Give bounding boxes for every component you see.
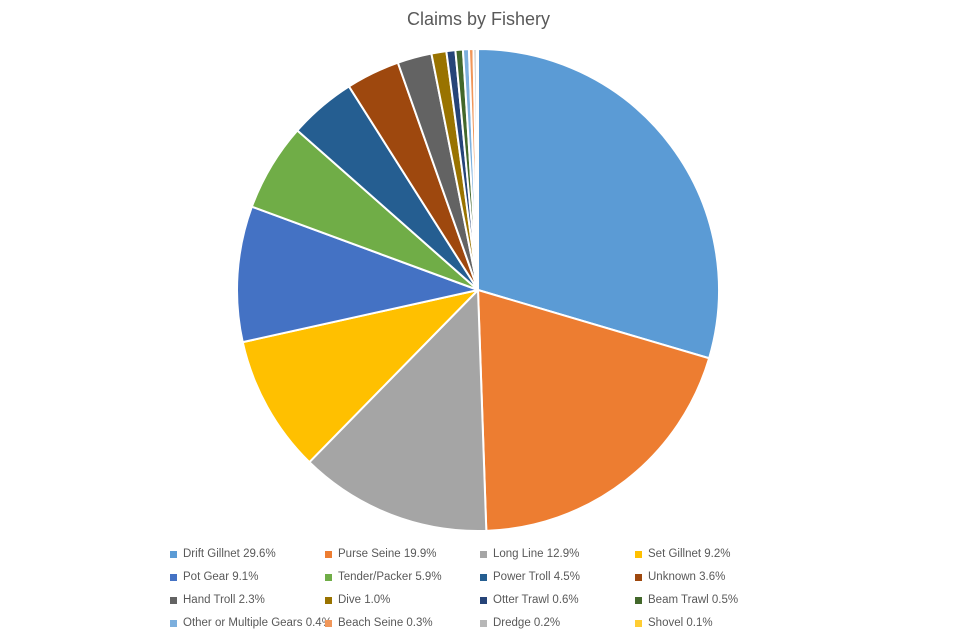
legend-swatch	[480, 596, 487, 604]
legend-item-7: Unknown 3.6%	[635, 569, 790, 585]
legend-swatch	[480, 619, 487, 627]
legend-item-5: Tender/Packer 5.9%	[325, 569, 480, 585]
legend-item-13: Beach Seine 0.3%	[325, 615, 480, 631]
legend-swatch	[325, 550, 332, 558]
legend-label: Power Troll 4.5%	[493, 571, 580, 583]
legend-item-14: Dredge 0.2%	[480, 615, 635, 631]
pie-slice-0	[477, 48, 720, 360]
legend-label: Purse Seine 19.9%	[338, 548, 437, 560]
legend-item-15: Shovel 0.1%	[635, 615, 790, 631]
pie-slice-2	[308, 289, 488, 532]
legend-swatch	[170, 550, 177, 558]
pie-slice-4	[236, 205, 479, 344]
legend-swatch	[635, 573, 642, 581]
legend-label: Unknown 3.6%	[648, 571, 726, 583]
legend-item-2: Long Line 12.9%	[480, 546, 635, 562]
legend: Drift Gillnet 29.6% Purse Seine 19.9% Long…	[170, 546, 810, 631]
legend-swatch	[170, 619, 177, 627]
legend-label: Dredge 0.2%	[493, 617, 561, 629]
legend-label: Drift Gillnet 29.6%	[183, 548, 276, 560]
pie-slice-15	[475, 47, 479, 291]
pie-chart	[236, 47, 720, 532]
legend-label: Long Line 12.9%	[493, 548, 580, 560]
legend-item-11: Beam Trawl 0.5%	[635, 592, 790, 608]
legend-label: Beach Seine 0.3%	[338, 617, 433, 629]
legend-item-12: Other or Multiple Gears 0.4%	[170, 615, 332, 631]
legend-item-0: Drift Gillnet 29.6%	[170, 546, 325, 562]
legend-swatch	[325, 619, 332, 627]
legend-swatch	[170, 573, 177, 581]
legend-label: Pot Gear 9.1%	[183, 571, 259, 583]
legend-item-6: Power Troll 4.5%	[480, 569, 635, 585]
chart-title: Claims by Fishery	[406, 9, 551, 29]
legend-label: Otter Trawl 0.6%	[493, 594, 579, 606]
legend-item-3: Set Gillnet 9.2%	[635, 546, 790, 562]
legend-item-9: Dive 1.0%	[325, 592, 480, 608]
legend-item-1: Purse Seine 19.9%	[325, 546, 480, 562]
legend-label: Hand Troll 2.3%	[183, 594, 265, 606]
pie-slice-3	[241, 289, 479, 464]
legend-swatch	[635, 550, 642, 558]
legend-item-8: Hand Troll 2.3%	[170, 592, 325, 608]
legend-swatch	[480, 550, 487, 558]
legend-label: Beam Trawl 0.5%	[648, 594, 739, 606]
legend-label: Shovel 0.1%	[648, 617, 713, 629]
legend-swatch	[635, 619, 642, 627]
legend-item-4: Pot Gear 9.1%	[170, 569, 325, 585]
legend-swatch	[480, 573, 487, 581]
legend-label: Set Gillnet 9.2%	[648, 548, 731, 560]
legend-swatch	[170, 596, 177, 604]
legend-label: Tender/Packer 5.9%	[338, 571, 442, 583]
pie-slice-1	[477, 289, 711, 532]
legend-swatch	[635, 596, 642, 604]
legend-label: Dive 1.0%	[338, 594, 391, 606]
legend-swatch	[325, 573, 332, 581]
legend-swatch	[325, 596, 332, 604]
legend-item-10: Otter Trawl 0.6%	[480, 592, 635, 608]
legend-label: Other or Multiple Gears 0.4%	[183, 617, 332, 629]
